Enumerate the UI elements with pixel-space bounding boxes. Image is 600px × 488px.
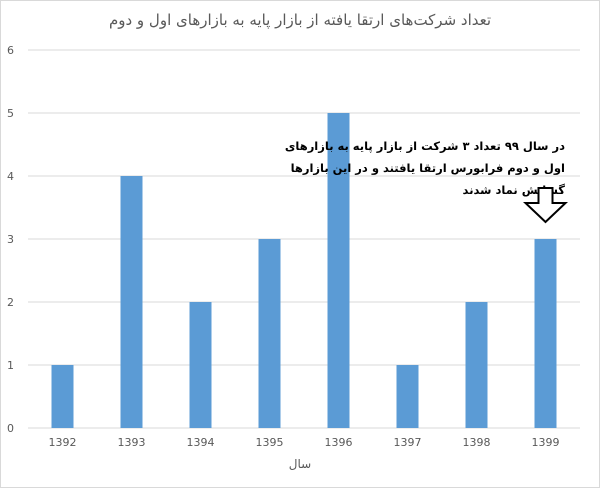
y-tick-label: 4 bbox=[7, 170, 14, 183]
y-tick-label: 6 bbox=[7, 44, 14, 57]
bar-1394 bbox=[189, 302, 212, 428]
down-arrow-icon bbox=[522, 187, 569, 224]
bar-1398 bbox=[465, 302, 488, 428]
x-tick-label: 1399 bbox=[532, 436, 560, 449]
y-tick-label: 1 bbox=[7, 359, 14, 372]
x-tick-label: 1393 bbox=[118, 436, 146, 449]
x-tick-label: 1394 bbox=[187, 436, 215, 449]
annotation-line: اول و دوم فرابورس ارتقا یافتند و در این … bbox=[291, 161, 565, 176]
y-tick-label: 3 bbox=[7, 233, 14, 246]
annotation-line: در سال ۹۹ تعداد ۳ شرکت از بازار پایه به … bbox=[285, 139, 565, 153]
bars bbox=[51, 113, 557, 428]
x-axis-label: سال bbox=[289, 457, 311, 471]
x-tick-label: 1395 bbox=[256, 436, 284, 449]
bar-1399 bbox=[534, 239, 557, 428]
annotation: در سال ۹۹ تعداد ۳ شرکت از بازار پایه به … bbox=[285, 139, 569, 224]
x-tick-label: 1392 bbox=[49, 436, 77, 449]
x-tick-label: 1396 bbox=[325, 436, 353, 449]
bar-1395 bbox=[258, 239, 281, 428]
bar-1393 bbox=[120, 176, 143, 428]
x-axis-ticks: 1392 1393 1394 1395 1396 1397 1398 1399 bbox=[49, 436, 560, 449]
gridlines bbox=[28, 49, 580, 429]
chart-title: تعداد شرکت‌های ارتقا یافته از بازار پایه… bbox=[109, 11, 491, 30]
y-tick-label: 5 bbox=[7, 107, 14, 120]
bar-1392 bbox=[51, 365, 74, 428]
bar-1397 bbox=[396, 365, 419, 428]
y-tick-label: 2 bbox=[7, 296, 14, 309]
y-tick-label: 0 bbox=[7, 422, 14, 435]
y-axis-ticks: 0 1 2 3 4 5 6 bbox=[7, 44, 14, 435]
x-tick-label: 1398 bbox=[463, 436, 491, 449]
x-tick-label: 1397 bbox=[394, 436, 422, 449]
bar-1396 bbox=[327, 113, 350, 428]
